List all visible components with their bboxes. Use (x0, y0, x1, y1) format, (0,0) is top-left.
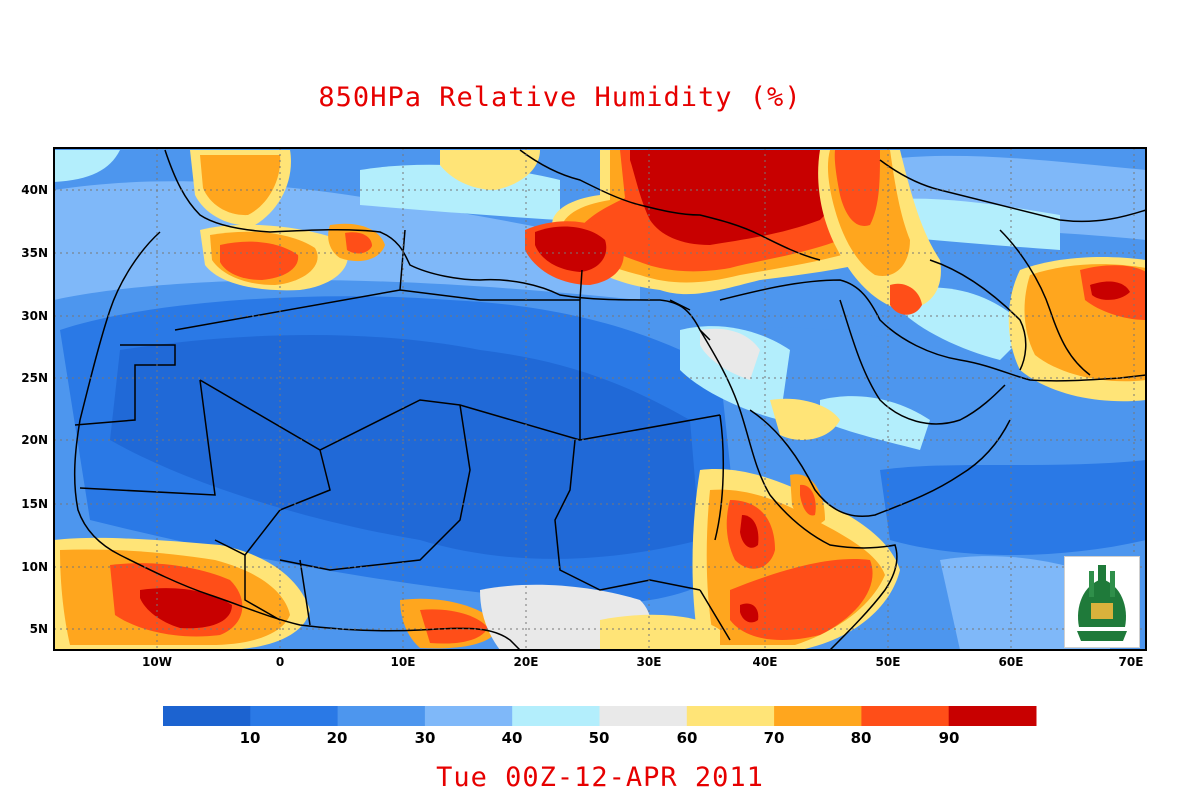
colorbar-label: 30 (415, 729, 436, 747)
colorbar-label: 10 (240, 729, 261, 747)
colorbar-label: 50 (589, 729, 610, 747)
logo-emblem-icon (1073, 563, 1131, 641)
colorbar-swatch (599, 706, 688, 726)
lon-label: 60E (999, 655, 1024, 669)
university-logo (1064, 556, 1140, 648)
latitude-axis: 40N 35N 30N 25N 20N 15N 10N 5N (21, 183, 48, 636)
colorbar-swatch (512, 706, 600, 726)
colorbar-label: 70 (764, 729, 785, 747)
humidity-field (54, 148, 1146, 650)
map-title: 850HPa Relative Humidity (%) (318, 82, 802, 113)
lat-label: 15N (21, 497, 48, 511)
colorbar (163, 706, 1037, 726)
lon-label: 40E (753, 655, 778, 669)
coastlines (73, 149, 1146, 650)
lon-label: 50E (876, 655, 901, 669)
colorbar-label: 40 (502, 729, 523, 747)
lat-label: 25N (21, 371, 48, 385)
colorbar-labels: 10 20 30 40 50 60 70 80 90 (240, 729, 960, 747)
lon-label: 0 (276, 655, 284, 669)
colorbar-swatch (424, 706, 513, 726)
map-border (53, 147, 1147, 651)
lat-label: 20N (21, 433, 48, 447)
lon-label: 20E (514, 655, 539, 669)
lon-label: 30E (637, 655, 662, 669)
lon-label: 10W (142, 655, 172, 669)
lat-label: 30N (21, 309, 48, 323)
colorbar-swatch (861, 706, 950, 726)
grid (54, 148, 1146, 650)
lat-label: 10N (21, 560, 48, 574)
lat-label: 40N (21, 183, 48, 197)
colorbar-swatch (948, 706, 1037, 726)
colorbar-label: 60 (677, 729, 698, 747)
lat-label: 5N (30, 622, 48, 636)
valid-time: Tue 00Z-12-APR 2011 (436, 762, 764, 793)
colorbar-label: 20 (327, 729, 348, 747)
colorbar-swatch (774, 706, 862, 726)
longitude-axis: 10W 0 10E 20E 30E 40E 50E 60E 70E (142, 655, 1143, 669)
colorbar-swatch (686, 706, 775, 726)
lat-label: 35N (21, 246, 48, 260)
colorbar-swatch (163, 706, 251, 726)
colorbar-label: 90 (939, 729, 960, 747)
lon-label: 10E (391, 655, 416, 669)
lon-label: 70E (1119, 655, 1144, 669)
colorbar-swatch (337, 706, 426, 726)
colorbar-swatch (250, 706, 339, 726)
colorbar-label: 80 (851, 729, 872, 747)
